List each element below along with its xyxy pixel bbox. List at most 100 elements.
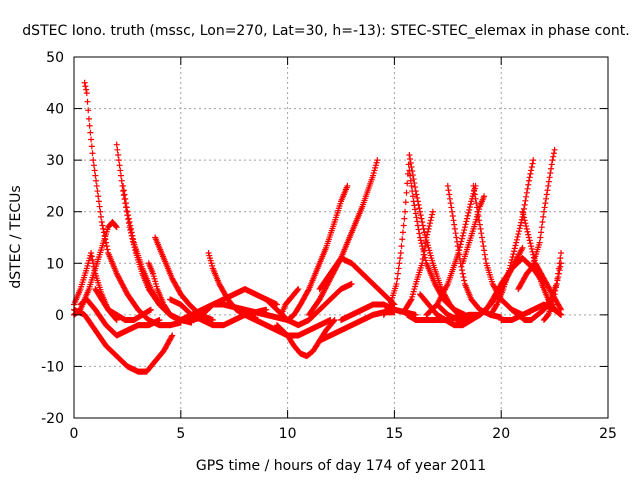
data-point <box>550 153 557 160</box>
data-point <box>462 221 469 228</box>
data-point <box>508 256 515 263</box>
data-point <box>528 243 535 250</box>
data-series <box>284 182 351 324</box>
data-point <box>456 247 463 254</box>
data-point <box>471 191 478 198</box>
data-point <box>548 161 555 168</box>
data-point <box>125 212 132 219</box>
data-point <box>451 225 458 232</box>
data-point <box>82 83 89 90</box>
y-tick-label: 40 <box>46 102 64 118</box>
data-point <box>125 215 132 222</box>
data-point <box>460 274 467 281</box>
x-tick-label: 15 <box>385 426 403 442</box>
data-point <box>417 212 424 219</box>
data-point <box>88 253 95 260</box>
data-point <box>394 275 401 282</box>
plot-frame <box>73 56 609 419</box>
data-point <box>452 230 459 237</box>
data-point <box>413 214 420 221</box>
data-point <box>527 240 534 247</box>
data-point <box>444 282 451 289</box>
data-point <box>556 260 563 267</box>
data-point <box>122 195 129 202</box>
data-point <box>416 205 423 212</box>
data-point <box>407 172 414 179</box>
axis-ticks: 0 5 10 15 20 25 -20 -10 0 10 20 30 40 50 <box>41 50 617 442</box>
data-point <box>461 224 468 231</box>
y-axis-label: dSTEC / TECUs <box>8 185 24 288</box>
data-point <box>528 245 535 252</box>
data-point <box>429 211 436 218</box>
data-point <box>524 185 531 192</box>
data-point <box>90 162 97 169</box>
data-point <box>512 242 519 249</box>
data-point <box>471 187 478 194</box>
data-point <box>508 259 515 266</box>
data-point <box>528 167 535 174</box>
data-point <box>526 237 533 244</box>
data-point <box>115 157 122 164</box>
data-point <box>412 206 419 213</box>
data-point <box>545 178 552 185</box>
data-point <box>401 215 408 222</box>
data-point <box>539 219 546 226</box>
y-tick-label: -20 <box>41 411 64 427</box>
data-point <box>451 221 458 228</box>
y-tick-label: 20 <box>46 205 64 221</box>
data-point <box>525 177 532 184</box>
data-point <box>465 209 472 216</box>
data-point <box>113 141 120 148</box>
data-point <box>95 198 102 205</box>
data-point <box>414 194 421 201</box>
data-point <box>550 150 557 157</box>
data-point <box>156 317 163 324</box>
data-point <box>99 222 106 229</box>
data-point <box>458 263 465 270</box>
data-point <box>464 215 471 222</box>
data-point <box>541 204 548 211</box>
data-point <box>558 249 565 256</box>
data-point <box>516 228 522 235</box>
data-point <box>427 217 434 224</box>
data-point <box>466 204 473 211</box>
data-point <box>419 255 426 262</box>
data-point <box>147 306 154 313</box>
data-point <box>550 298 557 305</box>
data-point <box>448 204 455 211</box>
data-series <box>278 286 302 318</box>
data-point <box>425 225 432 232</box>
data-point <box>92 172 99 179</box>
data-point <box>424 231 431 238</box>
data-point <box>525 181 532 188</box>
data-point <box>93 182 100 189</box>
data-point <box>120 188 127 195</box>
data-point <box>398 243 405 250</box>
data-point <box>526 174 533 181</box>
data-point <box>422 257 429 264</box>
data-point <box>418 240 425 247</box>
data-point <box>461 277 468 284</box>
data-point <box>407 297 414 304</box>
data-point <box>524 228 531 235</box>
data-point <box>121 191 128 198</box>
data-point <box>529 160 536 167</box>
data-series <box>71 306 176 375</box>
data-point <box>88 249 95 256</box>
data-point <box>547 170 554 177</box>
data-point <box>555 265 562 272</box>
data-point <box>84 98 91 105</box>
data-point <box>407 155 414 162</box>
data-point <box>414 218 421 225</box>
x-tick-label: 0 <box>70 426 79 442</box>
data-series <box>530 146 558 267</box>
data-point <box>467 201 474 208</box>
data-point <box>120 187 127 194</box>
y-tick-label: 50 <box>46 50 64 66</box>
data-point <box>536 239 543 246</box>
data-point <box>427 220 433 227</box>
data-point <box>348 280 355 287</box>
data-point <box>117 172 124 179</box>
data-point <box>408 164 415 171</box>
